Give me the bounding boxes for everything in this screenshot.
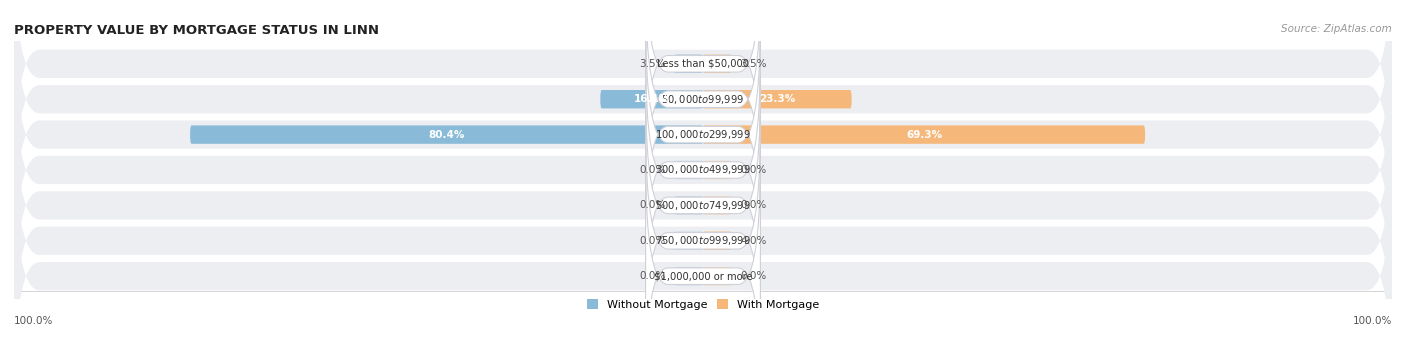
Text: Source: ZipAtlas.com: Source: ZipAtlas.com bbox=[1281, 24, 1392, 34]
FancyBboxPatch shape bbox=[14, 149, 1392, 340]
FancyBboxPatch shape bbox=[14, 113, 1392, 340]
FancyBboxPatch shape bbox=[703, 55, 731, 73]
Text: 100.0%: 100.0% bbox=[1353, 317, 1392, 326]
FancyBboxPatch shape bbox=[675, 55, 703, 73]
FancyBboxPatch shape bbox=[14, 78, 1392, 333]
FancyBboxPatch shape bbox=[190, 125, 703, 144]
Text: 0.0%: 0.0% bbox=[640, 165, 666, 175]
FancyBboxPatch shape bbox=[645, 160, 761, 340]
Text: 69.3%: 69.3% bbox=[905, 130, 942, 140]
FancyBboxPatch shape bbox=[703, 196, 731, 215]
Text: PROPERTY VALUE BY MORTGAGE STATUS IN LINN: PROPERTY VALUE BY MORTGAGE STATUS IN LIN… bbox=[14, 24, 380, 37]
FancyBboxPatch shape bbox=[14, 42, 1392, 298]
Text: $1,000,000 or more: $1,000,000 or more bbox=[654, 271, 752, 281]
FancyBboxPatch shape bbox=[645, 54, 761, 286]
FancyBboxPatch shape bbox=[14, 0, 1392, 191]
Text: $500,000 to $749,999: $500,000 to $749,999 bbox=[655, 199, 751, 212]
FancyBboxPatch shape bbox=[645, 19, 761, 250]
Text: 0.0%: 0.0% bbox=[740, 200, 766, 210]
Text: 0.0%: 0.0% bbox=[640, 200, 666, 210]
Text: 23.3%: 23.3% bbox=[759, 94, 796, 104]
FancyBboxPatch shape bbox=[645, 0, 761, 215]
FancyBboxPatch shape bbox=[675, 161, 703, 179]
FancyBboxPatch shape bbox=[600, 90, 703, 108]
FancyBboxPatch shape bbox=[645, 0, 761, 180]
Text: $100,000 to $299,999: $100,000 to $299,999 bbox=[655, 128, 751, 141]
Text: $50,000 to $99,999: $50,000 to $99,999 bbox=[661, 93, 745, 106]
Text: 4.0%: 4.0% bbox=[740, 236, 766, 246]
FancyBboxPatch shape bbox=[703, 232, 731, 250]
Text: 3.5%: 3.5% bbox=[740, 59, 766, 69]
Text: 3.5%: 3.5% bbox=[640, 59, 666, 69]
FancyBboxPatch shape bbox=[675, 232, 703, 250]
FancyBboxPatch shape bbox=[645, 125, 761, 340]
Text: 16.1%: 16.1% bbox=[634, 94, 669, 104]
FancyBboxPatch shape bbox=[703, 267, 731, 285]
Text: Less than $50,000: Less than $50,000 bbox=[657, 59, 749, 69]
Text: 0.0%: 0.0% bbox=[640, 236, 666, 246]
FancyBboxPatch shape bbox=[14, 7, 1392, 262]
Text: 0.0%: 0.0% bbox=[740, 271, 766, 281]
Text: 0.0%: 0.0% bbox=[740, 165, 766, 175]
Text: $300,000 to $499,999: $300,000 to $499,999 bbox=[655, 164, 751, 176]
FancyBboxPatch shape bbox=[14, 0, 1392, 227]
FancyBboxPatch shape bbox=[645, 90, 761, 321]
FancyBboxPatch shape bbox=[703, 161, 731, 179]
Legend: Without Mortgage, With Mortgage: Without Mortgage, With Mortgage bbox=[582, 295, 824, 314]
Text: 0.0%: 0.0% bbox=[640, 271, 666, 281]
FancyBboxPatch shape bbox=[675, 267, 703, 285]
FancyBboxPatch shape bbox=[703, 125, 1144, 144]
FancyBboxPatch shape bbox=[675, 196, 703, 215]
FancyBboxPatch shape bbox=[703, 90, 852, 108]
Text: 100.0%: 100.0% bbox=[14, 317, 53, 326]
Text: $750,000 to $999,999: $750,000 to $999,999 bbox=[655, 234, 751, 247]
Text: 80.4%: 80.4% bbox=[429, 130, 465, 140]
